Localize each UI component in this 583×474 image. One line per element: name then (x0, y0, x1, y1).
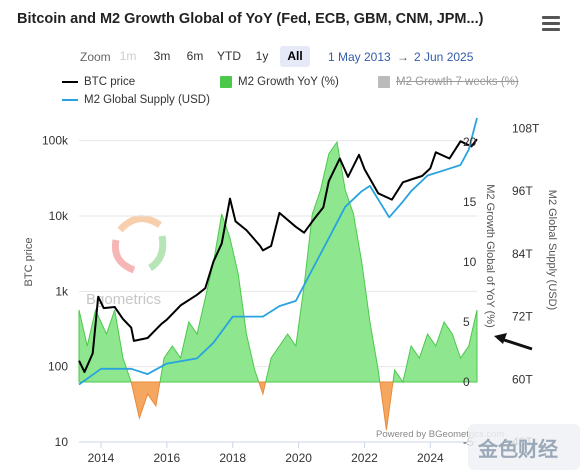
zoom-1y-button[interactable]: 1y (255, 49, 269, 63)
btc-price-tick-label: 10 (55, 435, 69, 449)
zoom-all-button[interactable]: All (280, 46, 310, 67)
legend-label: BTC price (84, 76, 136, 88)
btc-price-axis: 10 100 1k 10k 100k (42, 134, 69, 449)
x-tick-label: 2018 (219, 451, 246, 465)
btc-price-tick-label: 1k (55, 284, 69, 298)
watermark-text: Bgometrics (86, 291, 161, 308)
m2-supply-tick-label: 96T (512, 184, 533, 198)
legend-line-icon (62, 98, 78, 102)
btc-price-line (78, 138, 478, 373)
x-tick-label: 2014 (88, 451, 115, 465)
m2-supply-tick-label: 84T (512, 247, 533, 261)
m2-supply-line (78, 117, 478, 386)
m2-growth-negative-area (379, 381, 394, 431)
range-to-input[interactable]: 2 Jun 2025 (414, 50, 474, 64)
legend-label: M2 Growth 7 weeks (%) (396, 76, 519, 88)
m2-growth-negative-area (258, 381, 267, 396)
x-axis: 2014 2016 2018 2020 2022 2024 (79, 441, 477, 465)
m2-supply-tick-label: 60T (512, 372, 533, 386)
m2-growth-positive-area (78, 308, 132, 383)
m2-growth-tick-label: 15 (463, 195, 477, 209)
m2-supply-tick-label: 108T (512, 121, 540, 135)
x-tick-label: 2024 (417, 451, 444, 465)
credits-text[interactable]: Powered by BGeometrics.com (376, 429, 504, 440)
legend-line-icon (62, 80, 78, 84)
btc-price-tick-label: 100k (42, 134, 69, 148)
corner-logo-text: 金色财经 (477, 437, 558, 461)
watermark-logo: Bgometrics (86, 215, 167, 308)
zoom-1m-button[interactable]: 1m (119, 49, 137, 63)
x-tick-label: 2020 (285, 451, 312, 465)
legend-label: M2 Global Supply (USD) (84, 94, 210, 106)
x-tick-label: 2022 (351, 451, 378, 465)
m2-growth-axis-title: M2 Growth Global of YoY (%) (484, 184, 496, 327)
corner-logo: 金色财经 (468, 424, 580, 470)
zoom-3m-button[interactable]: 3m (153, 49, 171, 63)
m2-supply-axis-title: M2 Global Supply (USD) (546, 190, 558, 310)
range-arrow-icon: → (397, 50, 409, 64)
legend-label: M2 Growth YoY (%) (238, 76, 339, 88)
m2-growth-positive-area (265, 140, 381, 383)
m2-growth-tick-label: 20 (463, 135, 477, 149)
m2-growth-tick-label: 5 (463, 315, 470, 329)
m2-growth-tick-label: 10 (463, 255, 477, 269)
m2-growth-positive-area (159, 213, 260, 383)
btc-price-axis-title: BTC price (23, 238, 35, 287)
m2-growth-axis: -505101520 (463, 135, 477, 449)
m2-growth-positive-area (392, 309, 478, 384)
x-tick-label: 2016 (153, 451, 180, 465)
legend-btc-price[interactable]: BTC price (62, 76, 135, 88)
hamburger-menu-icon[interactable] (542, 16, 560, 31)
annotation-arrow-head-icon (494, 333, 507, 344)
series-lines (78, 117, 478, 386)
legend-m2-global-supply[interactable]: M2 Global Supply (USD) (62, 94, 210, 106)
m2-supply-axis: 48T60T72T84T96T108T (512, 121, 540, 449)
zoom-label: Zoom (80, 50, 111, 64)
m2-growth-negative-area (130, 381, 161, 420)
range-from-input[interactable]: 1 May 2013 (328, 50, 391, 64)
btc-price-tick-label: 100 (48, 360, 68, 374)
zoom-ytd-button[interactable]: YTD (217, 49, 241, 63)
chart-title: Bitcoin and M2 Growth Global of YoY (Fed… (17, 11, 484, 27)
legend-area-icon (378, 76, 390, 88)
zoom-6m-button[interactable]: 6m (186, 49, 204, 63)
btc-price-tick-label: 10k (49, 209, 69, 223)
m2-growth-area-group (78, 140, 478, 431)
legend-area-icon (220, 76, 232, 88)
legend-m2-growth-yoy[interactable]: M2 Growth YoY (%) (220, 76, 339, 88)
m2-supply-tick-label: 72T (512, 310, 533, 324)
m2-growth-tick-label: 0 (463, 375, 470, 389)
legend-m2-growth-7-weeks[interactable]: M2 Growth 7 weeks (%) (378, 76, 519, 88)
